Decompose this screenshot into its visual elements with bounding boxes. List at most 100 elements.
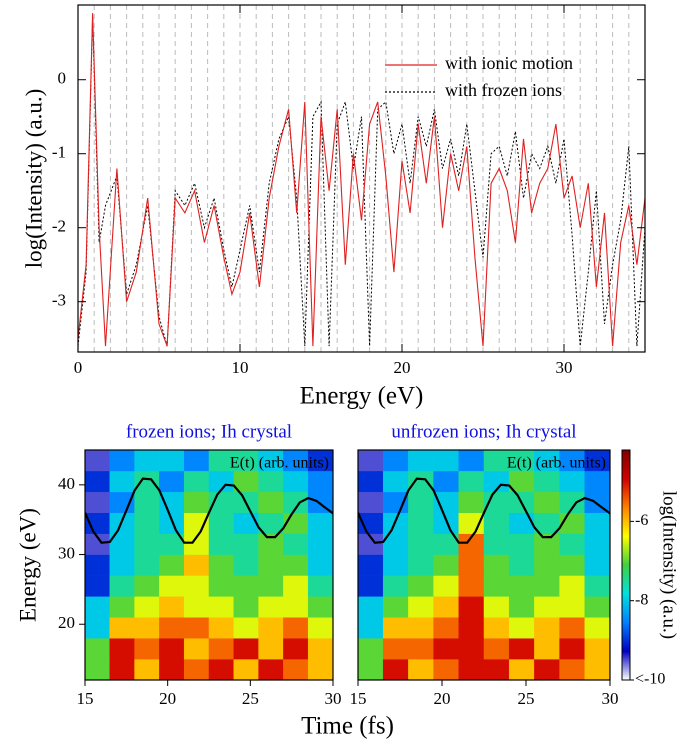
panel-title: frozen ions; Ih crystal	[126, 421, 292, 442]
heatmap-cell	[85, 470, 111, 493]
heatmap-cell	[534, 637, 560, 660]
heatmap-cell	[183, 658, 210, 680]
colorbar	[621, 449, 631, 681]
heatmap-cell	[433, 637, 460, 660]
y-tick-label: 0	[58, 69, 67, 88]
heatmap-cell	[159, 450, 185, 472]
heatmap-cell	[159, 617, 185, 639]
heatmap-cell	[283, 533, 309, 555]
plot-lines	[78, 13, 645, 347]
heatmap-cell	[233, 554, 259, 576]
heatmap-cell	[408, 554, 434, 576]
x-tick-label: 30	[602, 689, 619, 708]
heatmap-cell	[159, 658, 185, 680]
heatmap-cell	[584, 596, 610, 618]
heatmap-cell	[433, 596, 460, 618]
heatmap-cells	[85, 450, 333, 680]
heatmap-cell	[584, 637, 610, 660]
heatmap-cell	[458, 450, 485, 472]
heatmap-cell	[109, 658, 135, 680]
heatmap-cell	[109, 575, 135, 597]
x-axis-label: Time (fs)	[301, 713, 394, 740]
heatmap-cell	[208, 512, 235, 534]
heatmap-cell	[408, 491, 434, 513]
y-tick-label: 40	[58, 474, 75, 493]
heatmap-cell	[584, 617, 610, 639]
heatmap-cell	[559, 554, 586, 576]
colorbar-label: log(Intensity) (a.u.)	[659, 491, 680, 639]
heatmap-cell	[183, 491, 210, 513]
heatmap-cell	[159, 596, 185, 618]
heatmap-cell	[433, 575, 460, 597]
x-tick-label: 20	[159, 689, 176, 708]
heatmap-cell	[283, 658, 309, 680]
heatmap-cell	[183, 617, 210, 639]
heatmap-cell	[559, 575, 586, 597]
heatmap-cell	[559, 533, 586, 555]
heatmap-cell	[358, 450, 384, 472]
colorbar-tick-label: -8	[635, 591, 648, 608]
heatmap-cell	[584, 575, 610, 597]
heatmap-cell	[233, 637, 259, 660]
heatmap-cell	[534, 617, 560, 639]
heatmap-cell	[109, 554, 135, 576]
x-tick-label: 25	[242, 689, 259, 708]
heatmap-cell	[508, 512, 535, 534]
heatmap-cells	[358, 450, 610, 680]
heatmap-cell	[408, 533, 434, 555]
heatmap-cell	[159, 575, 185, 597]
heatmap-cell	[534, 554, 560, 576]
heatmap-cell	[134, 533, 160, 555]
heatmap-cell	[85, 575, 111, 597]
plot-frame	[84, 449, 334, 681]
heatmap-cell	[408, 617, 434, 639]
heatmap-cell	[85, 637, 111, 660]
heatmap-cell	[208, 617, 235, 639]
y-tick-label: 20	[58, 613, 75, 632]
heatmap-cell	[258, 596, 284, 618]
curve-label: E(t) (arb. units)	[230, 455, 329, 472]
heatmap-cell	[458, 470, 485, 493]
heatmap-cell	[183, 554, 210, 576]
heatmap-cell	[307, 637, 333, 660]
heatmap-cell	[109, 450, 135, 472]
field-curve	[358, 477, 610, 544]
heatmap-cell	[109, 596, 135, 618]
y-tick-label: -2	[52, 217, 66, 236]
plot-frame	[357, 449, 611, 681]
x-tick-label: 15	[350, 689, 367, 708]
heatmap-cell	[233, 575, 259, 597]
heatmap-cell	[258, 491, 284, 513]
heatmap-cell	[283, 575, 309, 597]
heatmap-cell	[559, 637, 586, 660]
heatmap-cell	[408, 450, 434, 472]
heatmap-cell	[483, 617, 510, 639]
heatmap-cell	[258, 658, 284, 680]
heatmap-cell	[85, 596, 111, 618]
panel-title: unfrozen ions; Ih crystal	[391, 421, 576, 442]
heatmap-cell	[358, 470, 384, 493]
heatmap-cell	[85, 658, 111, 680]
heatmap-cell	[483, 596, 510, 618]
heatmap-cell	[183, 596, 210, 618]
heatmap-cell	[307, 575, 333, 597]
y-axis-label: log(Intensity) (a.u.)	[21, 89, 46, 268]
heatmap-cell	[534, 658, 560, 680]
heatmap-cell	[283, 596, 309, 618]
heatmap-cell	[183, 450, 210, 472]
heatmap-cell	[134, 617, 160, 639]
heatmap-cell	[534, 470, 560, 493]
heatmap-cell	[208, 533, 235, 555]
x-tick-label: 0	[74, 358, 83, 377]
plot-frame	[77, 4, 646, 353]
heatmap-cell	[283, 470, 309, 493]
heatmap-cell	[358, 637, 384, 660]
heatmap-cell	[433, 617, 460, 639]
heatmap-cell	[534, 596, 560, 618]
x-tick-label: 15	[77, 689, 94, 708]
heatmap-cell	[85, 617, 111, 639]
heatmap-cell	[183, 470, 210, 493]
heatmap-cell	[559, 596, 586, 618]
heatmap-cell	[408, 512, 434, 534]
heatmap-cell	[584, 470, 610, 493]
